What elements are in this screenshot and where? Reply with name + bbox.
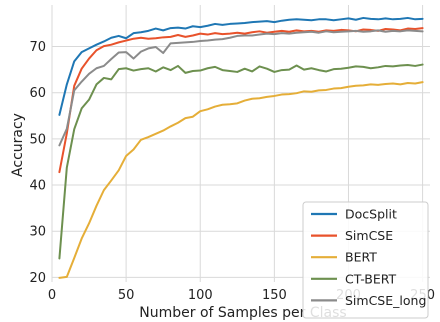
legend-label-simcse-long: SimCSE_long xyxy=(345,293,426,308)
series-lines xyxy=(58,16,424,279)
legend-label-bert: BERT xyxy=(345,250,377,265)
legend-box xyxy=(302,201,429,319)
x-tick-label: 50 xyxy=(118,288,135,303)
legend: DocSplit SimCSE BERT CT-BERT SimCSE_long xyxy=(302,201,429,319)
series-line-simcse xyxy=(58,27,424,174)
legend-label-simcse: SimCSE xyxy=(345,228,393,243)
y-axis-label: Accuracy xyxy=(10,113,26,177)
series-line-simcse-long xyxy=(58,29,424,147)
y-tick-label: 40 xyxy=(29,179,46,194)
series-line-docsplit xyxy=(58,16,424,116)
y-tick-label: 20 xyxy=(29,271,46,286)
grid-lines xyxy=(51,5,430,282)
y-tick-label: 70 xyxy=(29,40,46,55)
x-tick-label: 150 xyxy=(262,288,287,303)
y-tick-label: 60 xyxy=(29,86,46,101)
x-axis-label: Number of Samples per Class xyxy=(139,305,346,321)
x-tick-label: 0 xyxy=(48,288,56,303)
y-tick-label: 30 xyxy=(29,225,46,240)
series-line-ct-bert xyxy=(58,63,424,260)
y-tick-label: 50 xyxy=(29,132,46,147)
x-tick-label: 100 xyxy=(188,288,213,303)
legend-label-ct-bert: CT-BERT xyxy=(345,271,397,286)
series-line-bert xyxy=(58,81,424,279)
legend-label-docsplit: DocSplit xyxy=(345,207,397,222)
